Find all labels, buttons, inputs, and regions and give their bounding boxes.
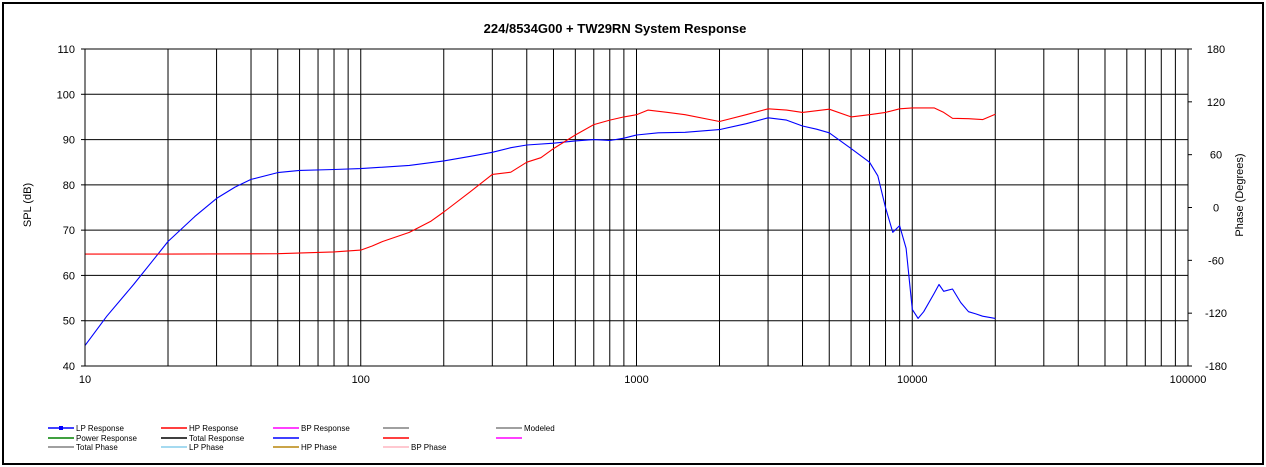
y-tick-label: 60	[63, 270, 75, 282]
tick-labels: 10 100 1000 10000 100000 40 50 60 70 80 90 100 110 -1…	[57, 44, 1227, 386]
legend: LP Response HP Response BP Response Modeled…	[48, 424, 555, 452]
legend-label: LP Phase	[189, 443, 224, 452]
y-tick-label: 100	[57, 89, 75, 101]
legend-label: Modeled	[524, 424, 555, 433]
y2-tick-label: 0	[1213, 203, 1219, 215]
legend-label: BP Phase	[411, 443, 447, 452]
y-tick-label: 40	[63, 361, 75, 373]
y2-tick-label: -60	[1208, 255, 1224, 267]
x-tick-label: 100	[352, 374, 370, 386]
legend-label: Total Response	[189, 434, 245, 443]
y2-axis-label: Phase (Degrees)	[1234, 153, 1246, 236]
y-tick-label: 90	[63, 135, 75, 147]
y2-tick-label: 60	[1210, 150, 1222, 162]
chart-title: 224/8534G00 + TW29RN System Response	[484, 21, 747, 36]
y2-tick-label: 180	[1207, 44, 1225, 56]
x-tick-label: 10	[79, 374, 91, 386]
legend-label: Power Response	[76, 434, 137, 443]
y2-tick-label: -180	[1205, 361, 1227, 373]
series-line-lp-response	[84, 117, 996, 346]
x-tick-label: 1000	[624, 374, 648, 386]
legend-label: LP Response	[76, 424, 124, 433]
y2-tick-label: 120	[1207, 97, 1225, 109]
y-tick-label: 50	[63, 316, 75, 328]
y-tick-label: 80	[63, 180, 75, 192]
y2-tick-label: -120	[1205, 308, 1227, 320]
series-lines	[84, 107, 996, 346]
legend-label: BP Response	[301, 424, 350, 433]
y-tick-label: 70	[63, 225, 75, 237]
y-tick-label: 110	[57, 44, 75, 56]
x-tick-label: 100000	[1170, 374, 1207, 386]
series-line-hp-response	[85, 107, 996, 255]
grid	[85, 49, 1188, 366]
legend-label: HP Response	[189, 424, 239, 433]
plot-area	[84, 48, 1189, 367]
x-tick-label: 10000	[897, 374, 928, 386]
legend-label: HP Phase	[301, 443, 337, 452]
y-axis-label: SPL (dB)	[22, 183, 34, 227]
legend-label: Total Phase	[76, 443, 118, 452]
legend-marker	[59, 426, 63, 430]
